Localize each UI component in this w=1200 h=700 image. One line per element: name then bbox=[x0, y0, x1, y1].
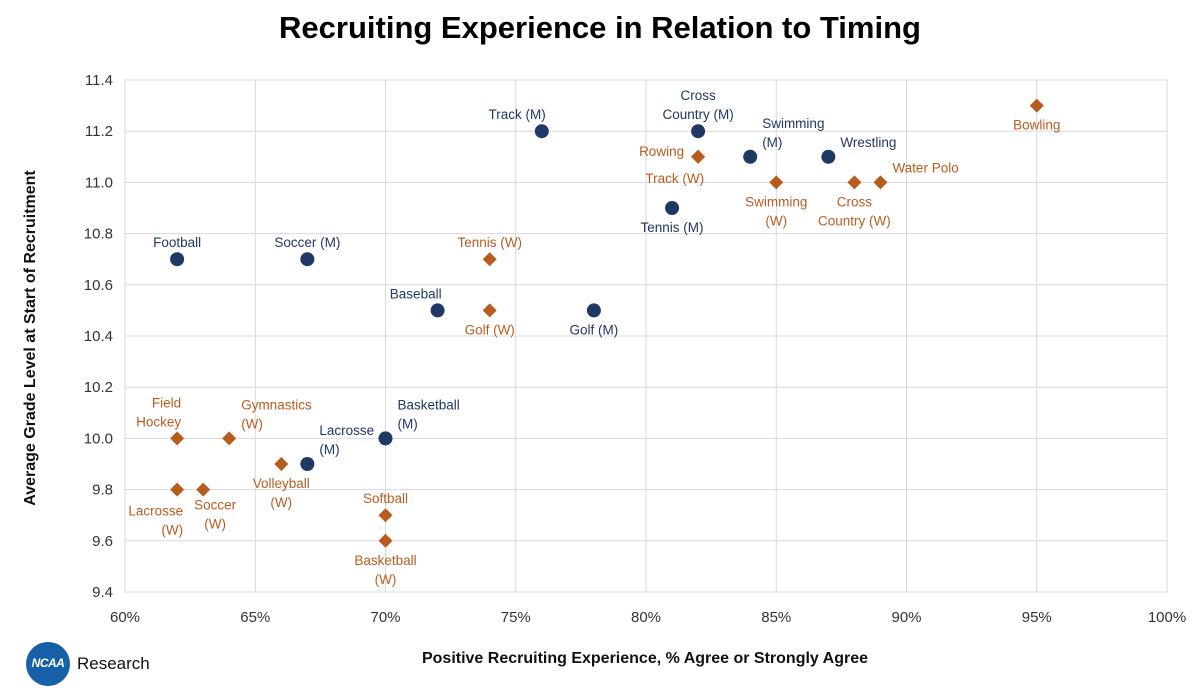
point-label: Baseball bbox=[390, 286, 442, 301]
point-label: Tennis (M) bbox=[641, 220, 704, 235]
point-label: Track (M) bbox=[489, 107, 546, 122]
point-circle bbox=[534, 124, 549, 139]
y-tick-label: 10.6 bbox=[84, 277, 113, 294]
tick-labels: 60% 65% 70% 75% 80% 85% 90% 95% 100% 9.4 9.6 9.8 10.… bbox=[84, 72, 1186, 626]
point-label: Cross Country (W) bbox=[818, 194, 891, 228]
x-tick-label: 100% bbox=[1148, 609, 1186, 626]
point-label: Swimming (M) bbox=[762, 116, 824, 150]
point-label: Lacrosse (M) bbox=[319, 423, 374, 457]
point-circle bbox=[170, 252, 185, 267]
y-tick-label: 11.0 bbox=[85, 174, 113, 191]
y-tick-label: 9.4 bbox=[92, 584, 113, 601]
x-tick-label: 85% bbox=[761, 609, 791, 626]
point-circle bbox=[300, 252, 315, 267]
point-label: Wrestling bbox=[840, 135, 896, 150]
point-diamond bbox=[378, 533, 393, 548]
point-diamond bbox=[222, 431, 237, 446]
point-label: Lacrosse (W) bbox=[128, 504, 183, 538]
point-diamond bbox=[1029, 98, 1044, 113]
point-label: Golf (M) bbox=[570, 322, 619, 337]
point-label: Rowing bbox=[639, 144, 684, 159]
point-diamond bbox=[691, 149, 706, 164]
point-diamond bbox=[769, 175, 784, 190]
y-tick-label: 11.2 bbox=[85, 123, 113, 140]
point-circle bbox=[430, 303, 445, 318]
point-label: Tennis (W) bbox=[457, 235, 522, 250]
y-tick-label: 10.4 bbox=[84, 328, 113, 345]
point-diamond bbox=[170, 431, 185, 446]
y-tick-label: 10.8 bbox=[84, 226, 113, 243]
x-tick-label: 90% bbox=[891, 609, 921, 626]
point-label: Field Hockey bbox=[136, 395, 181, 429]
chart-title: Recruiting Experience in Relation to Tim… bbox=[279, 10, 921, 45]
point-circle bbox=[665, 201, 680, 215]
x-tick-label: 80% bbox=[631, 609, 661, 626]
point-diamond bbox=[482, 252, 497, 267]
point-circle bbox=[300, 457, 315, 471]
point-label: Basketball (W) bbox=[354, 553, 416, 587]
point-circle bbox=[691, 124, 706, 139]
point-circle bbox=[821, 149, 836, 164]
point-label: Gymnastics (W) bbox=[241, 397, 312, 431]
point-label: Cross Country (M) bbox=[662, 88, 733, 122]
y-tick-label: 9.8 bbox=[92, 482, 113, 499]
point-diamond bbox=[274, 457, 289, 471]
grid-layer bbox=[124, 79, 1168, 593]
ncaa-badge: NCAA bbox=[26, 642, 70, 686]
point-label: Track (W) bbox=[645, 171, 704, 186]
point-label: Soccer (M) bbox=[274, 235, 340, 250]
point-diamond bbox=[873, 175, 888, 190]
point-diamond bbox=[847, 175, 862, 190]
y-tick-label: 10.2 bbox=[84, 379, 113, 396]
point-label: Basketball (M) bbox=[398, 397, 460, 431]
x-axis-title: Positive Recruiting Experience, % Agree … bbox=[422, 650, 868, 667]
point-circle bbox=[378, 431, 393, 446]
y-tick-label: 10.0 bbox=[84, 430, 113, 447]
x-tick-label: 75% bbox=[501, 609, 531, 626]
x-tick-label: 95% bbox=[1022, 609, 1052, 626]
point-circle bbox=[743, 149, 758, 164]
point-diamond bbox=[170, 482, 185, 497]
x-tick-label: 60% bbox=[110, 609, 140, 626]
plot-area-border bbox=[124, 79, 1168, 593]
data-points bbox=[170, 98, 1044, 548]
point-diamond bbox=[482, 303, 497, 318]
point-label: Golf (W) bbox=[465, 322, 515, 337]
point-label: Softball bbox=[363, 491, 408, 506]
ncaa-research-logo: NCAA Research bbox=[20, 640, 160, 690]
point-label: Water Polo bbox=[892, 160, 958, 175]
point-label: Volleyball (W) bbox=[253, 476, 310, 510]
y-tick-label: 9.6 bbox=[92, 533, 113, 550]
point-labels: Football Soccer (M) Baseball Track (M) Golf … bbox=[128, 88, 1060, 587]
point-circle bbox=[586, 303, 601, 318]
point-label: Football bbox=[153, 235, 201, 250]
point-diamond bbox=[378, 508, 393, 523]
point-label: Swimming (W) bbox=[745, 194, 807, 228]
x-tick-label: 70% bbox=[370, 609, 400, 626]
point-diamond bbox=[196, 482, 211, 497]
point-label: Bowling bbox=[1013, 118, 1060, 133]
point-label: Soccer (W) bbox=[194, 498, 237, 532]
logo-badge-text: NCAA bbox=[31, 656, 65, 670]
x-tick-label: 65% bbox=[240, 609, 270, 626]
logo-text: Research bbox=[77, 654, 150, 673]
y-tick-label: 11.4 bbox=[85, 72, 113, 89]
y-axis-title: Average Grade Level at Start of Recruitm… bbox=[22, 170, 39, 506]
